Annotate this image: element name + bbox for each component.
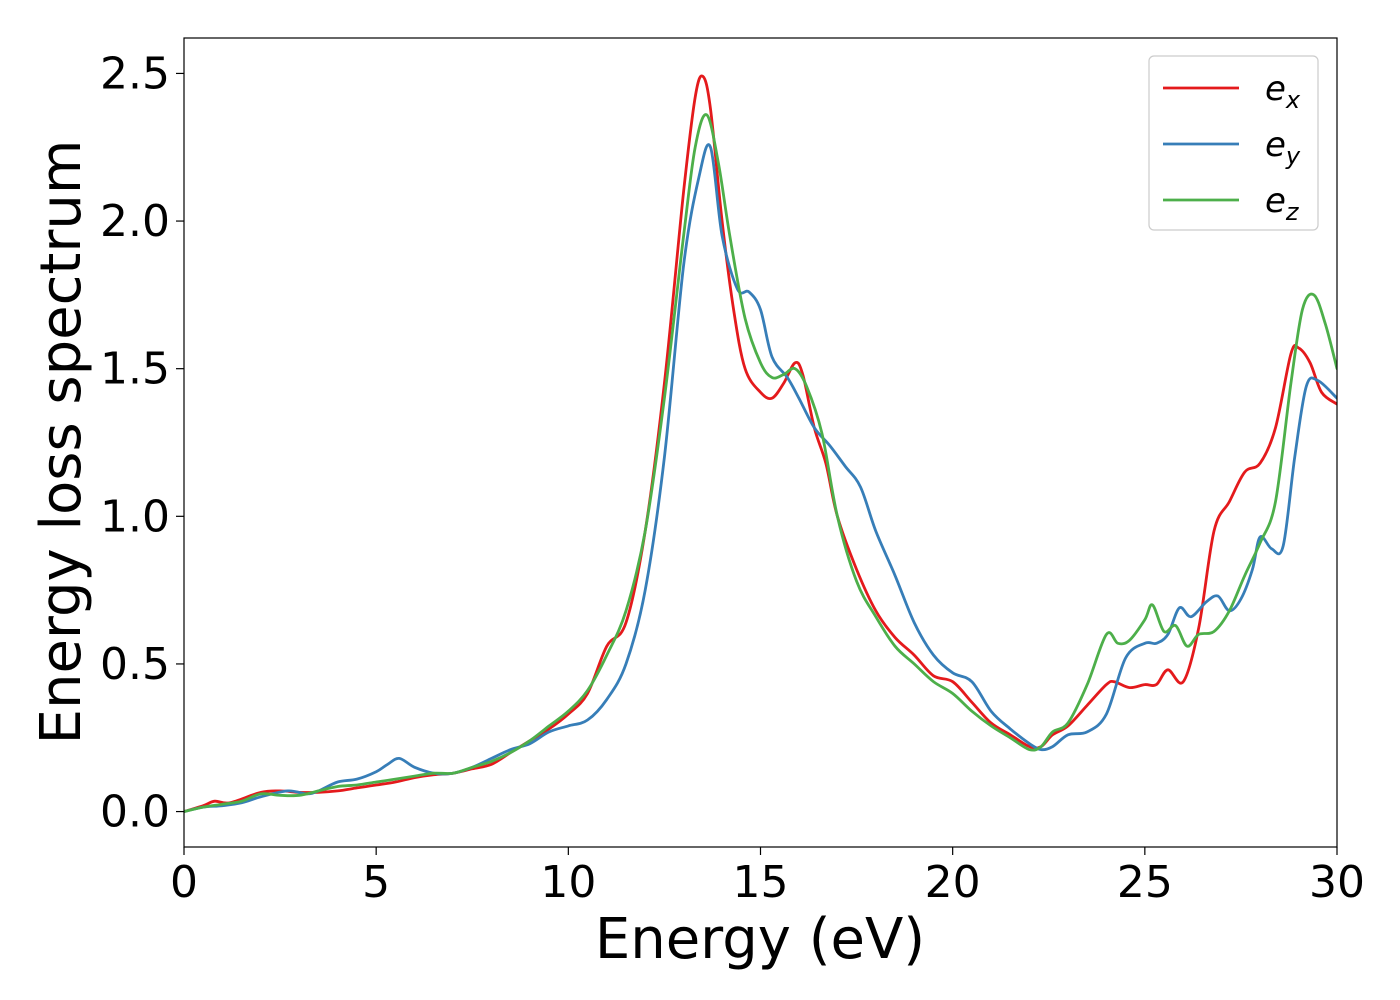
x-tick-label: 30 (1309, 857, 1365, 908)
y-tick-label: 0.5 (100, 639, 170, 690)
x-tick-label: 20 (925, 857, 981, 908)
ticks-layer: 0 5 10 15 20 25 30 0.0 0.5 1.0 1.5 2.0 2.5 (100, 48, 1365, 908)
legend-label-e-z: ez (1265, 181, 1300, 226)
x-tick-label: 0 (170, 857, 198, 908)
x-tick-label: 10 (540, 857, 596, 908)
plot-frame (183, 37, 1338, 848)
y-tick-label: 0.0 (100, 787, 170, 838)
x-tick-label: 15 (733, 857, 789, 908)
series-layer (184, 74, 1337, 813)
series-line-e-z (184, 113, 1337, 813)
x-tick-label: 5 (362, 857, 390, 908)
y-tick-label: 1.5 (100, 344, 170, 395)
series-line-e-y (184, 143, 1337, 813)
x-tick-label: 25 (1117, 857, 1173, 908)
x-axis-label: Energy (eV) (595, 907, 925, 972)
y-axis-label: Energy loss spectrum (29, 140, 94, 745)
y-tick-label: 2.5 (100, 48, 170, 99)
plot-area (184, 38, 1337, 847)
y-tick-label: 2.0 (100, 196, 170, 247)
legend: ex ey ez (1148, 55, 1319, 231)
legend-label-e-y: ey (1265, 125, 1301, 170)
legend-label-e-x: ex (1265, 69, 1301, 114)
y-tick-label: 1.0 (100, 491, 170, 542)
